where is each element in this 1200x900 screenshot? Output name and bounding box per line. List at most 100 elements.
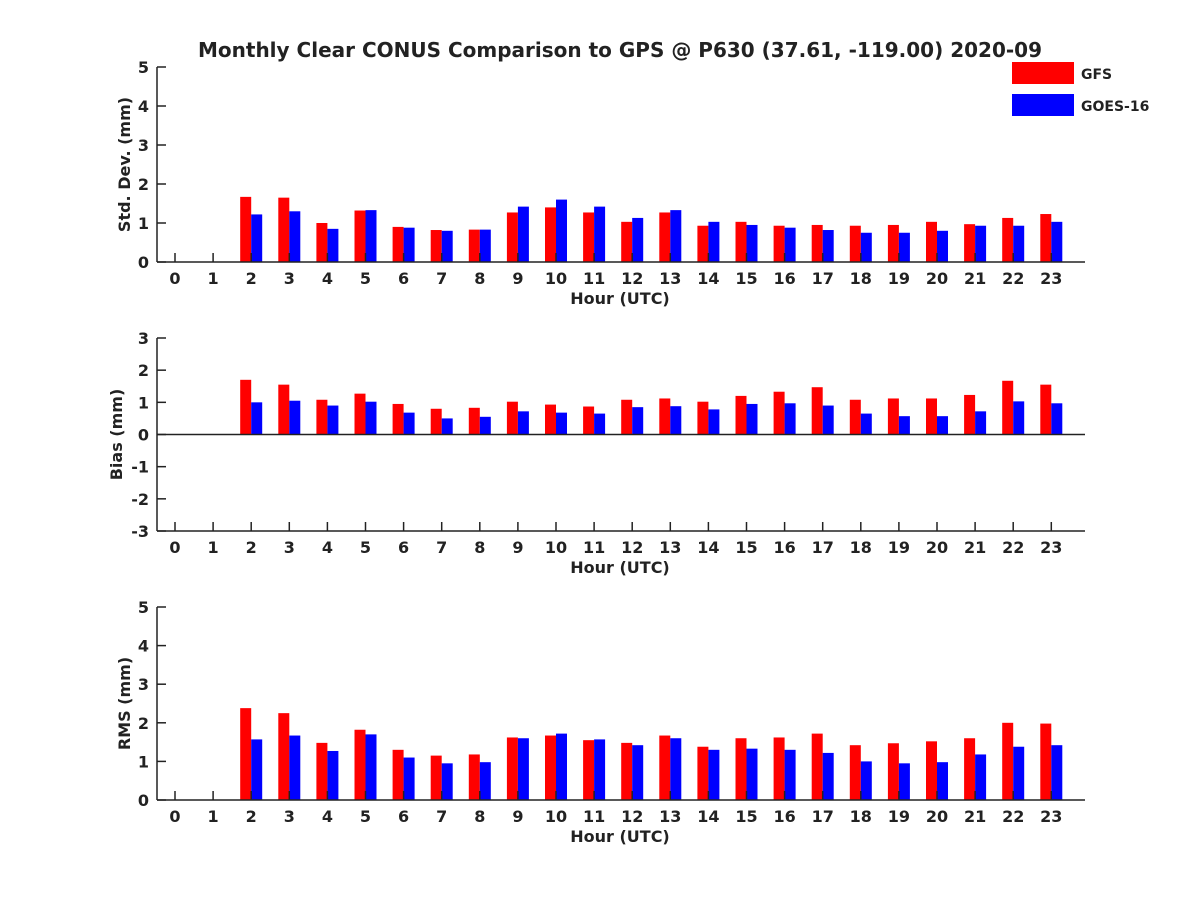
x-tick-label-bias-3: 3 [284, 538, 295, 557]
bar-std-dev-goes16-h20 [937, 230, 948, 262]
bar-std-dev-gfs-h3 [278, 197, 290, 262]
x-tick-label-rms-8: 8 [474, 807, 485, 826]
bar-rms-gfs-h4 [316, 742, 328, 800]
x-tick-label-rms-20: 20 [926, 807, 948, 826]
x-tick-label-bias-5: 5 [360, 538, 371, 557]
bar-std-dev-goes16-h18 [860, 232, 872, 262]
legend: GFS GOES-16 [1012, 62, 1149, 116]
x-tick-label-rms-16: 16 [773, 807, 795, 826]
x-tick-label-rms-4: 4 [322, 807, 333, 826]
bar-rms-goes16-h18 [860, 761, 872, 800]
x-tick-label-std-dev-20: 20 [926, 269, 948, 288]
y-axis-label-bias: Bias (mm) [107, 389, 126, 481]
x-tick-label-bias-9: 9 [512, 538, 523, 557]
bar-std-dev-goes16-h17 [822, 230, 834, 262]
bar-rms-goes16-h4 [327, 750, 339, 800]
bar-bias-goes16-h15 [746, 403, 758, 435]
bar-bias-goes16-h21 [975, 411, 987, 435]
bar-rms-gfs-h9 [506, 737, 518, 800]
bar-std-dev-goes16-h10 [556, 199, 567, 262]
bar-rms-goes16-h16 [784, 749, 796, 800]
bar-bias-goes16-h6 [403, 412, 415, 435]
bar-bias-gfs-h13 [659, 398, 671, 435]
bar-bias-gfs-h21 [964, 394, 976, 435]
bar-bias-goes16-h2 [251, 402, 263, 435]
bar-rms-goes16-h3 [289, 735, 301, 800]
bar-bias-gfs-h14 [697, 401, 709, 435]
y-tick-label-bias-3: 0 [138, 426, 149, 445]
x-tick-label-std-dev-7: 7 [436, 269, 447, 288]
x-tick-label-rms-14: 14 [697, 807, 719, 826]
bar-std-dev-gfs-h2 [240, 196, 252, 262]
bar-std-dev-goes16-h4 [327, 228, 339, 262]
bar-std-dev-goes16-h22 [1013, 225, 1025, 262]
bar-bias-goes16-h22 [1013, 401, 1025, 435]
bar-std-dev-goes16-h23 [1051, 221, 1063, 262]
bar-bias-goes16-h5 [365, 401, 377, 435]
x-axis-label-rms: Hour (UTC) [570, 827, 670, 846]
x-tick-label-rms-17: 17 [812, 807, 834, 826]
bar-rms-goes16-h6 [403, 757, 415, 800]
y-tick-label-bias-5: 2 [138, 361, 149, 380]
y-tick-label-bias-0: -3 [131, 522, 149, 541]
bar-rms-goes16-h2 [251, 739, 263, 800]
bar-rms-goes16-h11 [594, 739, 606, 800]
x-tick-label-bias-1: 1 [208, 538, 219, 557]
bar-rms-goes16-h9 [517, 738, 529, 800]
bar-bias-goes16-h9 [517, 411, 529, 435]
y-tick-label-std-dev-3: 3 [138, 136, 149, 155]
bar-rms-gfs-h23 [1040, 723, 1052, 800]
x-tick-label-std-dev-14: 14 [697, 269, 719, 288]
bar-rms-gfs-h8 [468, 754, 480, 800]
legend-label-goes16: GOES-16 [1081, 99, 1149, 115]
bar-std-dev-goes16-h14 [708, 221, 720, 262]
x-tick-label-rms-15: 15 [735, 807, 757, 826]
bar-rms-goes16-h17 [822, 752, 834, 800]
bar-rms-gfs-h18 [849, 745, 861, 800]
bar-std-dev-gfs-h22 [1002, 217, 1014, 262]
bar-bias-goes16-h7 [441, 418, 453, 435]
bar-bias-gfs-h5 [354, 393, 366, 435]
bar-std-dev-goes16-h15 [746, 224, 758, 262]
bar-std-dev-goes16-h3 [289, 211, 301, 262]
x-tick-label-bias-11: 11 [583, 538, 605, 557]
bar-std-dev-goes16-h8 [479, 229, 491, 262]
x-tick-label-std-dev-16: 16 [773, 269, 795, 288]
x-tick-label-rms-23: 23 [1040, 807, 1062, 826]
x-tick-label-rms-5: 5 [360, 807, 371, 826]
bar-std-dev-goes16-h9 [517, 206, 529, 262]
x-tick-label-rms-0: 0 [169, 807, 180, 826]
bar-bias-goes16-h8 [479, 416, 491, 435]
bar-std-dev-goes16-h5 [365, 210, 377, 262]
bar-bias-goes16-h14 [708, 409, 720, 435]
bar-bias-gfs-h15 [735, 395, 747, 435]
x-tick-label-bias-17: 17 [812, 538, 834, 557]
x-axis-label-bias: Hour (UTC) [570, 558, 670, 577]
bar-std-dev-goes16-h13 [670, 210, 682, 262]
bar-std-dev-goes16-h16 [784, 227, 796, 262]
bar-std-dev-gfs-h20 [926, 221, 937, 262]
y-axis-label-std-dev: Std. Dev. (mm) [115, 97, 134, 232]
x-tick-label-bias-6: 6 [398, 538, 409, 557]
x-tick-label-rms-9: 9 [512, 807, 523, 826]
bar-bias-gfs-h3 [278, 384, 290, 435]
bar-std-dev-gfs-h18 [849, 225, 861, 262]
x-tick-label-std-dev-21: 21 [964, 269, 986, 288]
x-tick-label-std-dev-13: 13 [659, 269, 681, 288]
bar-bias-goes16-h19 [898, 416, 910, 435]
x-tick-label-rms-13: 13 [659, 807, 681, 826]
bar-rms-gfs-h16 [773, 737, 785, 800]
y-tick-label-std-dev-5: 5 [138, 58, 149, 77]
x-tick-label-bias-21: 21 [964, 538, 986, 557]
x-tick-label-std-dev-12: 12 [621, 269, 643, 288]
bar-rms-goes16-h13 [670, 738, 682, 800]
bar-rms-gfs-h21 [964, 738, 976, 800]
bar-std-dev-gfs-h10 [545, 207, 556, 262]
bar-std-dev-gfs-h15 [735, 221, 747, 262]
bar-bias-gfs-h11 [583, 406, 595, 435]
bar-bias-goes16-h16 [784, 403, 796, 435]
bar-std-dev-gfs-h4 [316, 223, 328, 262]
bar-rms-gfs-h3 [278, 713, 290, 800]
bar-rms-gfs-h6 [392, 749, 404, 800]
bar-rms-gfs-h5 [354, 729, 366, 800]
